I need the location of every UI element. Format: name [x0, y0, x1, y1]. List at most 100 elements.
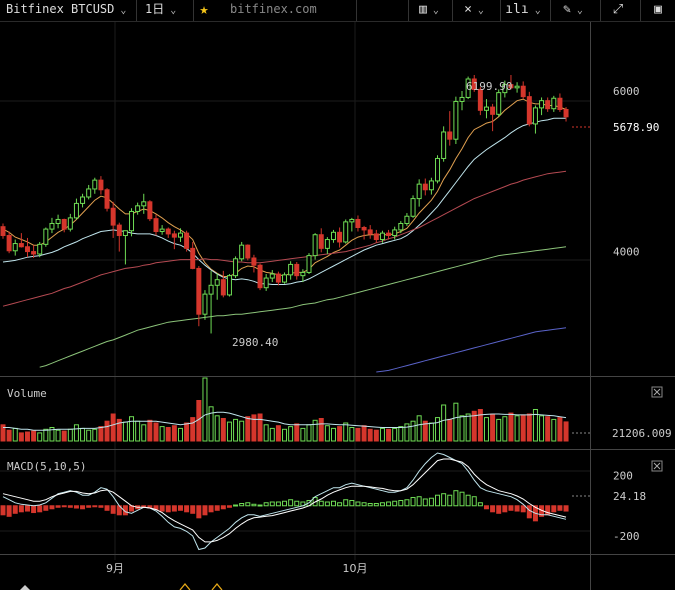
candle: [337, 227, 343, 248]
snapshot-icon[interactable]: ▣: [640, 0, 675, 21]
macd-histogram-bar: [220, 505, 226, 510]
candle-body: [73, 202, 79, 219]
candle-body: [184, 232, 190, 249]
candle: [67, 213, 73, 232]
candle: [282, 272, 288, 284]
volume-bar: [441, 404, 447, 442]
volume-bar: [0, 424, 6, 442]
symbol-selector[interactable]: Bitfinex BTCUSD ⌄: [0, 0, 137, 21]
candle: [294, 262, 300, 280]
macd-histogram-bar: [190, 505, 196, 514]
macd-histogram-bar: [343, 499, 349, 507]
fullscreen-icon[interactable]: ⤢: [600, 0, 635, 21]
candle-body: [226, 275, 232, 296]
candle: [459, 91, 465, 111]
macd-histogram-bar: [526, 505, 532, 519]
macd-histogram-bar: [171, 505, 177, 512]
bar-style-icon[interactable]: ▥ ⌄: [408, 0, 449, 21]
volume-bar: [330, 427, 336, 442]
candle-body: [61, 218, 67, 230]
candle: [184, 230, 190, 252]
candle: [275, 271, 281, 286]
star-icon[interactable]: ★: [199, 0, 209, 18]
volume-bar: [459, 415, 465, 442]
volume-bar: [526, 413, 532, 442]
candle: [477, 87, 483, 116]
volume-bar: [349, 427, 355, 442]
volume-bar: [343, 422, 349, 442]
candle-body: [416, 183, 422, 200]
macd-histogram-bar: [12, 505, 18, 514]
candle: [122, 230, 128, 265]
volume-bar: [129, 416, 135, 442]
candle: [545, 97, 551, 112]
candle: [496, 89, 502, 117]
volume-bar: [386, 428, 392, 442]
volume-bar: [410, 420, 416, 442]
volume-bar: [532, 409, 538, 442]
candle: [251, 254, 257, 273]
candle: [404, 213, 410, 226]
macd-histogram-bar: [441, 493, 447, 507]
volume-bar: [6, 429, 12, 442]
candle-body: [300, 271, 306, 277]
macd-histogram-bar: [239, 503, 245, 507]
candle-body: [275, 273, 281, 283]
candle: [269, 270, 275, 283]
candle-body: [324, 239, 330, 249]
candle: [520, 81, 526, 100]
volume-bar: [37, 432, 43, 442]
macd-histogram-bar: [257, 504, 263, 507]
macd-histogram-bar: [422, 498, 428, 507]
low-annotation: 2980.40: [232, 336, 278, 349]
candle: [532, 105, 538, 134]
macd-histogram-bar: [386, 501, 392, 507]
macd-close-button[interactable]: [651, 460, 663, 472]
macd-histogram-bar: [282, 500, 288, 507]
macd-histogram-bar: [202, 505, 208, 516]
symbol-label: Bitfinex BTCUSD: [6, 2, 115, 16]
volume-bar: [324, 425, 330, 442]
candle: [110, 201, 116, 238]
candle-body: [563, 108, 569, 118]
macd-histogram-bar: [404, 499, 410, 507]
macd-line-0: [2, 452, 567, 551]
candle: [92, 177, 98, 194]
volume-bar: [563, 421, 569, 442]
volume-bar: [55, 429, 61, 442]
volume-close-button[interactable]: [651, 386, 663, 398]
candle-body: [349, 218, 355, 223]
compare-icon[interactable]: ılı ⌄: [500, 0, 545, 21]
candle: [263, 274, 269, 291]
candle-body: [318, 234, 324, 249]
candle: [202, 290, 208, 320]
candle: [165, 227, 171, 238]
candle-body: [92, 179, 98, 190]
macd-histogram-bar: [410, 496, 416, 507]
macd-histogram-bar: [373, 503, 379, 507]
candle-body: [18, 243, 24, 248]
candle-body: [110, 207, 116, 226]
volume-bar: [184, 422, 190, 442]
candle: [379, 230, 385, 243]
site-link[interactable]: bitfinex.com: [222, 0, 357, 21]
interval-selector[interactable]: 1日 ⌄: [137, 0, 194, 21]
candle: [86, 184, 92, 200]
macd-histogram-bar: [428, 497, 434, 507]
macd-histogram-bar: [49, 505, 55, 510]
macd-histogram-bar: [43, 505, 49, 511]
indicators-icon[interactable]: ⨯ ⌄: [452, 0, 495, 21]
ma-line-3: [39, 246, 567, 368]
volume-last-value: 21206.009: [612, 427, 672, 440]
candle-body: [122, 230, 128, 237]
draw-icon[interactable]: ✎ ⌄: [550, 0, 595, 21]
candle-body: [257, 264, 263, 289]
candle: [61, 218, 67, 233]
candle-body: [312, 234, 318, 257]
macd-histogram-bar: [86, 505, 92, 508]
macd-histogram-bar: [24, 505, 30, 512]
candle-body: [483, 106, 489, 111]
candle-body: [141, 201, 147, 207]
candle-body: [539, 100, 545, 109]
